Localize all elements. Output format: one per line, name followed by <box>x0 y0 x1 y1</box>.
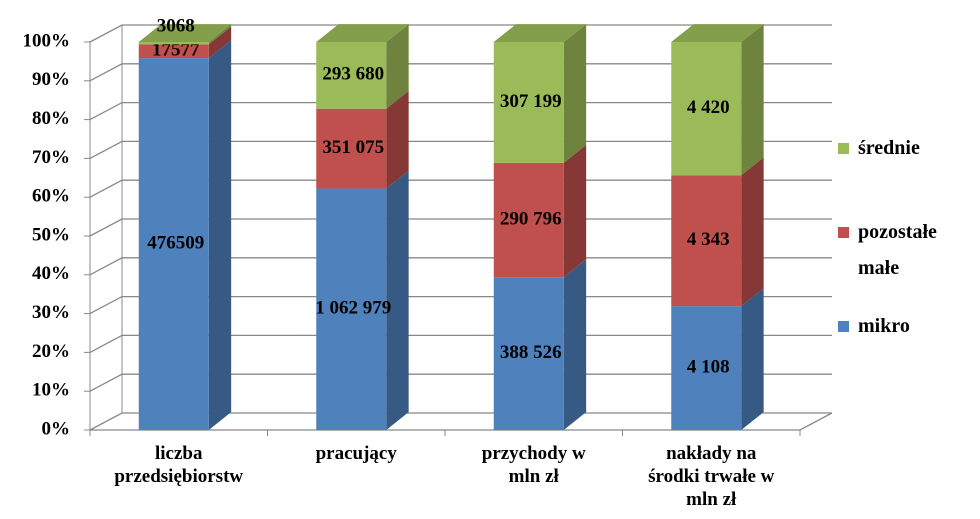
bar-top <box>138 24 232 42</box>
bar <box>138 42 209 45</box>
data-label: 290 796 <box>500 208 562 229</box>
grid-line <box>89 373 832 392</box>
data-label: 3068 <box>157 16 195 37</box>
data-label: 4 343 <box>687 229 730 250</box>
bar-side <box>386 24 409 109</box>
y-tick-label: 40% <box>32 263 70 284</box>
y-tick-label: 50% <box>32 224 70 245</box>
legend-swatch <box>838 227 849 238</box>
data-label: 476509 <box>147 232 204 253</box>
bar-side <box>741 288 764 430</box>
y-tick-label: 0% <box>42 418 71 439</box>
bar-top <box>671 24 764 42</box>
bar-top <box>493 24 587 42</box>
legend-label: średnie <box>858 137 920 159</box>
grid-line <box>89 257 832 276</box>
y-tick-label: 90% <box>32 69 70 90</box>
data-label: 307 199 <box>500 91 562 112</box>
grid-line <box>89 24 832 43</box>
legend-label: mikro <box>858 315 910 337</box>
data-label: 351 075 <box>322 137 384 158</box>
legend-label: pozostałe małe <box>858 221 937 279</box>
bar <box>493 277 564 430</box>
bar-side <box>741 157 764 307</box>
bar-top <box>316 24 409 42</box>
bar <box>671 175 742 307</box>
bar <box>671 42 742 176</box>
bar-side <box>386 170 409 430</box>
grid-line <box>89 334 832 353</box>
bar <box>138 44 209 59</box>
y-tick-label: 10% <box>32 380 70 401</box>
y-tick-label: 100% <box>23 30 71 51</box>
bar-side <box>563 24 587 163</box>
legend-swatch <box>838 321 849 332</box>
x-tick-label: nakłady na środki trwałe w mln zł <box>648 443 775 510</box>
data-label: 388 526 <box>500 342 562 363</box>
bar <box>316 188 387 430</box>
grid-line <box>89 412 832 431</box>
y-tick-label: 80% <box>32 108 70 129</box>
bar-side <box>563 144 587 278</box>
x-tick-label: przychody w mln zł <box>481 443 586 487</box>
bar <box>671 306 742 430</box>
data-label: 17577 <box>152 40 200 61</box>
data-label: 1 062 979 <box>315 298 391 319</box>
y-tick-label: 60% <box>32 186 70 207</box>
y-tick-label: 30% <box>32 302 70 323</box>
data-label: 4 108 <box>687 356 730 377</box>
bar-side <box>741 24 764 176</box>
x-tick-label: liczba przedsiębiorstw <box>114 443 244 487</box>
bar <box>138 58 209 430</box>
data-label: 293 680 <box>322 64 384 85</box>
bar-side <box>563 259 587 430</box>
grid-line <box>89 218 832 237</box>
bar <box>493 42 564 163</box>
bar <box>316 108 387 189</box>
bar <box>493 162 564 278</box>
bar-side <box>386 90 409 189</box>
y-tick-label: 20% <box>32 341 70 362</box>
bar-side <box>208 40 232 431</box>
grid-line <box>89 179 832 198</box>
data-label: 4 420 <box>687 97 730 118</box>
bar-side <box>208 26 232 59</box>
legend-swatch <box>838 143 849 154</box>
grid-line <box>89 295 832 315</box>
y-tick-label: 70% <box>32 147 70 168</box>
grid-line <box>89 101 832 121</box>
grid-line <box>89 63 832 82</box>
x-tick-label: pracujący <box>315 443 397 464</box>
bar-side <box>208 24 232 45</box>
bar <box>316 42 387 109</box>
grid-line <box>89 140 832 159</box>
